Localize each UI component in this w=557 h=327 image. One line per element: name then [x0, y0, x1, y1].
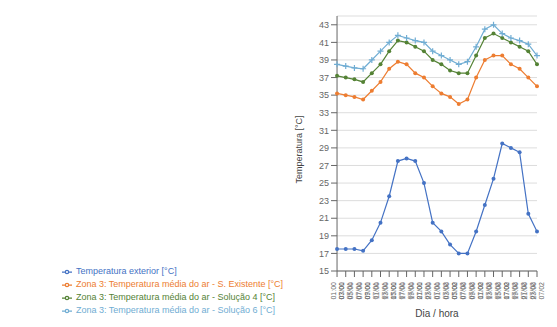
svg-text:19:0007/02: 19:0007/02	[512, 282, 527, 300]
svg-text:37: 37	[319, 73, 329, 83]
svg-text:01:0007/02: 01:0007/02	[434, 282, 449, 300]
html-text:Zona 3: Temperatura média do a: Zona 3: Temperatura média do ar - S. Exi…	[76, 279, 283, 289]
svg-text:15: 15	[319, 266, 329, 276]
svg-text:27: 27	[319, 161, 329, 171]
svg-text:11:0007/02: 11:0007/02	[477, 282, 492, 300]
svg-text:03:0007/02: 03:0007/02	[443, 282, 458, 300]
svg-text:07:0007/02: 07:0007/02	[460, 282, 475, 300]
svg-text:13:0007/01: 13:0007/01	[382, 282, 397, 300]
svg-text:05:0007/02: 05:0007/02	[451, 282, 466, 300]
svg-text:29: 29	[319, 143, 329, 153]
svg-text:43: 43	[319, 20, 329, 30]
svg-text:41: 41	[319, 38, 329, 48]
svg-text:09:0007/02: 09:0007/02	[469, 282, 484, 300]
svg-text:17:0007/01: 17:0007/01	[399, 282, 414, 300]
svg-text:09:0007/01: 09:0007/01	[364, 282, 379, 300]
svg-text:05:0007/01: 05:0007/01	[347, 282, 362, 300]
svg-text:35: 35	[319, 90, 329, 100]
svg-text:11:0007/01: 11:0007/01	[373, 282, 388, 300]
svg-text:07:0007/01: 07:0007/01	[356, 282, 371, 300]
svg-text:21:0007/02: 21:0007/02	[521, 282, 536, 300]
svg-text:19: 19	[319, 231, 329, 241]
svg-text:19:0007/01: 19:0007/01	[408, 282, 423, 300]
svg-text:39: 39	[319, 55, 329, 65]
html-text:Temperatura exterior [°C]: Temperatura exterior [°C]	[76, 266, 177, 276]
svg-text:03:0007/01: 03:0007/01	[338, 282, 353, 300]
svg-text:31: 31	[319, 126, 329, 136]
svg-text:17: 17	[319, 249, 329, 259]
svg-text:13:0007/02: 13:0007/02	[486, 282, 501, 300]
svg-text:23:0007/02: 23:0007/02	[530, 282, 545, 300]
svg-text:17:0007/02: 17:0007/02	[503, 282, 518, 300]
svg-text:21:0007/01: 21:0007/01	[416, 282, 431, 300]
html-text:Zona 3: Temperatura média do a: Zona 3: Temperatura média do ar - Soluçã…	[76, 305, 275, 315]
svg-text:23:0007/01: 23:0007/01	[425, 282, 440, 300]
svg-text:15:0007/02: 15:0007/02	[495, 282, 510, 300]
svg-text:33: 33	[319, 108, 329, 118]
svg-text:23: 23	[319, 196, 329, 206]
svg-text:Dia / hora: Dia / hora	[415, 308, 459, 319]
svg-text:15:0007/01: 15:0007/01	[390, 282, 405, 300]
html-text:Zona 3: Temperatura média do a: Zona 3: Temperatura média do ar - Soluçã…	[76, 292, 275, 302]
svg-text:21: 21	[319, 213, 329, 223]
svg-text:01:0007/01: 01:0007/01	[330, 282, 345, 300]
svg-text:Temperatura [°C]: Temperatura [°C]	[294, 115, 304, 183]
svg-text:25: 25	[319, 178, 329, 188]
